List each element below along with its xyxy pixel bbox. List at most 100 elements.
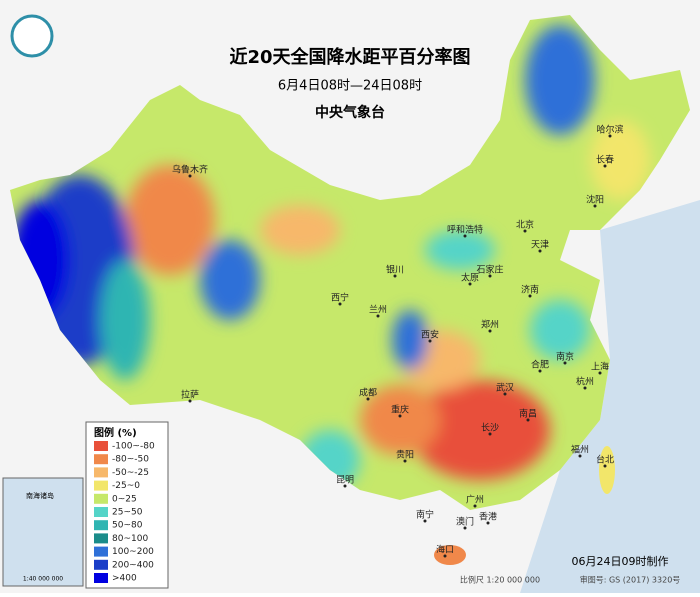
city-label: 郑州: [481, 319, 499, 331]
legend-label: -80~-50: [112, 455, 149, 465]
legend-label: 100~200: [112, 547, 154, 557]
legend-swatch: [94, 533, 108, 544]
city-dot: [473, 504, 477, 508]
inset-scale: 1:40 000 000: [23, 576, 63, 583]
city-dot: [598, 371, 602, 375]
city-label: 澳门: [456, 516, 474, 528]
city-dot: [563, 361, 567, 365]
city-dot: [488, 329, 492, 333]
city-label: 哈尔滨: [596, 124, 623, 136]
legend-swatch: [94, 507, 108, 517]
city-dot: [503, 392, 507, 396]
city-label: 北京: [516, 219, 534, 231]
legend-swatch: [94, 520, 108, 531]
legend-swatch: [94, 546, 108, 557]
legend-label: -50~-25: [112, 468, 149, 478]
city-dot: [343, 484, 347, 488]
legend-label: 25~50: [112, 508, 143, 518]
inset-label: 南海诸岛: [26, 491, 54, 500]
city-dot: [603, 164, 607, 168]
city-dot: [538, 369, 542, 373]
city-label: 香港: [479, 511, 497, 523]
city-label: 天津: [531, 240, 549, 251]
city-label: 太原: [461, 272, 479, 284]
city-dot: [578, 454, 582, 458]
city-dot: [468, 282, 472, 286]
city-dot: [526, 418, 530, 422]
legend-label: 200~400: [112, 560, 154, 570]
issuer: 中央气象台: [315, 104, 385, 121]
city-label: 拉萨: [181, 389, 199, 401]
legend-swatch: [94, 480, 108, 491]
city-label: 南宁: [416, 509, 434, 521]
city-label: 重庆: [391, 404, 409, 416]
city-label: 贵阳: [396, 449, 414, 461]
sea: [520, 200, 700, 593]
legend-swatch: [94, 467, 108, 478]
city-label: 昆明: [336, 475, 354, 486]
logo: [10, 14, 54, 58]
city-dot: [593, 204, 597, 208]
legend-swatch: [94, 454, 108, 465]
city-label: 呼和浩特: [447, 224, 483, 236]
approval: 审图号: GS (2017) 3320号: [580, 575, 681, 585]
legend-title: 图例 (%): [94, 426, 137, 439]
legend-label: 50~80: [112, 521, 143, 531]
city-dot: [488, 432, 492, 436]
legend-swatch: [94, 559, 108, 570]
scale: 比例尺 1:20 000 000: [460, 575, 540, 585]
taiwan: [599, 446, 615, 494]
city-dot: [398, 414, 402, 418]
city-label: 沈阳: [586, 194, 604, 206]
legend-label: 0~25: [112, 494, 137, 504]
legend: -100~-80 -80~-50 -50~-25 -25~0 0~25 25~50 50~8…: [94, 441, 155, 584]
city-label: 乌鲁木齐: [172, 164, 208, 176]
city-dot: [528, 294, 532, 298]
city-dot: [523, 229, 527, 233]
city-dot: [423, 519, 427, 523]
city-dot: [393, 274, 397, 278]
city-label: 西宁: [331, 292, 349, 304]
made-time: 06月24日09时制作: [572, 555, 669, 568]
legend-label: 80~100: [112, 534, 148, 544]
legend-label: -100~-80: [112, 442, 155, 452]
city-label: 长春: [596, 154, 614, 166]
city-label: 台北: [596, 454, 614, 466]
legend-label: -25~0: [112, 481, 140, 491]
city-label: 福州: [571, 444, 589, 456]
city-dot: [443, 554, 447, 558]
city-dot: [376, 314, 380, 318]
inset: [2, 477, 84, 587]
legend-swatch: [94, 441, 108, 451]
city-label: 合肥: [531, 359, 549, 371]
subtitle: 6月4日08时—24日08时: [278, 79, 422, 94]
city-label: 武汉: [496, 382, 514, 394]
city-dot: [538, 249, 542, 253]
city-label: 长沙: [481, 422, 499, 434]
hainan: [434, 545, 466, 565]
city-label: 石家庄: [476, 264, 503, 276]
city-label: 海口: [436, 544, 454, 556]
city-dot: [403, 459, 407, 463]
city-dot: [603, 464, 607, 468]
city-label: 银川: [386, 264, 404, 276]
city-label: 济南: [521, 284, 539, 296]
city-dot: [486, 521, 490, 525]
city-dot: [463, 234, 467, 238]
legend-swatch: [94, 493, 108, 504]
city-label: 南昌: [519, 408, 537, 420]
city-dot: [488, 274, 492, 278]
city-dot: [608, 134, 612, 138]
legend-label: >400: [112, 574, 137, 584]
city-dot: [428, 339, 432, 343]
legend-swatch: [94, 573, 108, 583]
city-label: 西安: [421, 329, 439, 341]
city-label: 广州: [466, 494, 484, 506]
city-label: 上海: [591, 361, 609, 373]
city-dot: [463, 526, 467, 530]
city-label: 南京: [556, 351, 574, 363]
city-dot: [583, 386, 587, 390]
city-dot: [188, 399, 192, 403]
